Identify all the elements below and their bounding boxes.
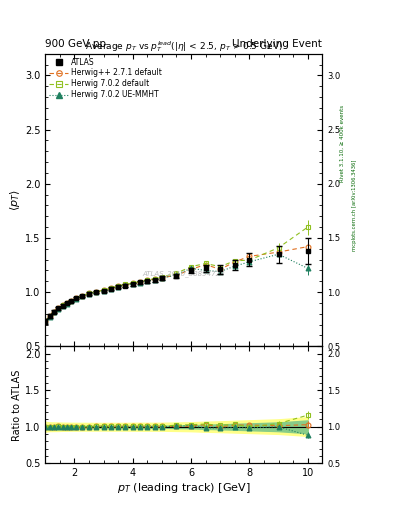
- Text: mcplots.cern.ch [arXiv:1306.3436]: mcplots.cern.ch [arXiv:1306.3436]: [352, 159, 357, 250]
- Text: 900 GeV pp: 900 GeV pp: [45, 38, 106, 49]
- X-axis label: $p_T$ (leading track) [GeV]: $p_T$ (leading track) [GeV]: [117, 481, 251, 495]
- Title: Average $p_T$ vs $p_T^{lead}$(|$\eta$| < 2.5, $p_T$ > 0.5 GeV): Average $p_T$ vs $p_T^{lead}$(|$\eta$| <…: [85, 39, 283, 54]
- Y-axis label: Ratio to ATLAS: Ratio to ATLAS: [12, 369, 22, 440]
- Text: Underlying Event: Underlying Event: [232, 38, 322, 49]
- Legend: ATLAS, Herwig++ 2.7.1 default, Herwig 7.0.2 default, Herwig 7.0.2 UE-MMHT: ATLAS, Herwig++ 2.7.1 default, Herwig 7.…: [48, 56, 163, 101]
- Text: Rivet 3.1.10, ≥ 400k events: Rivet 3.1.10, ≥ 400k events: [340, 105, 345, 182]
- Y-axis label: $\langle p_T \rangle$: $\langle p_T \rangle$: [8, 189, 22, 211]
- Text: ATLAS_2010_S8894728: ATLAS_2010_S8894728: [142, 270, 225, 276]
